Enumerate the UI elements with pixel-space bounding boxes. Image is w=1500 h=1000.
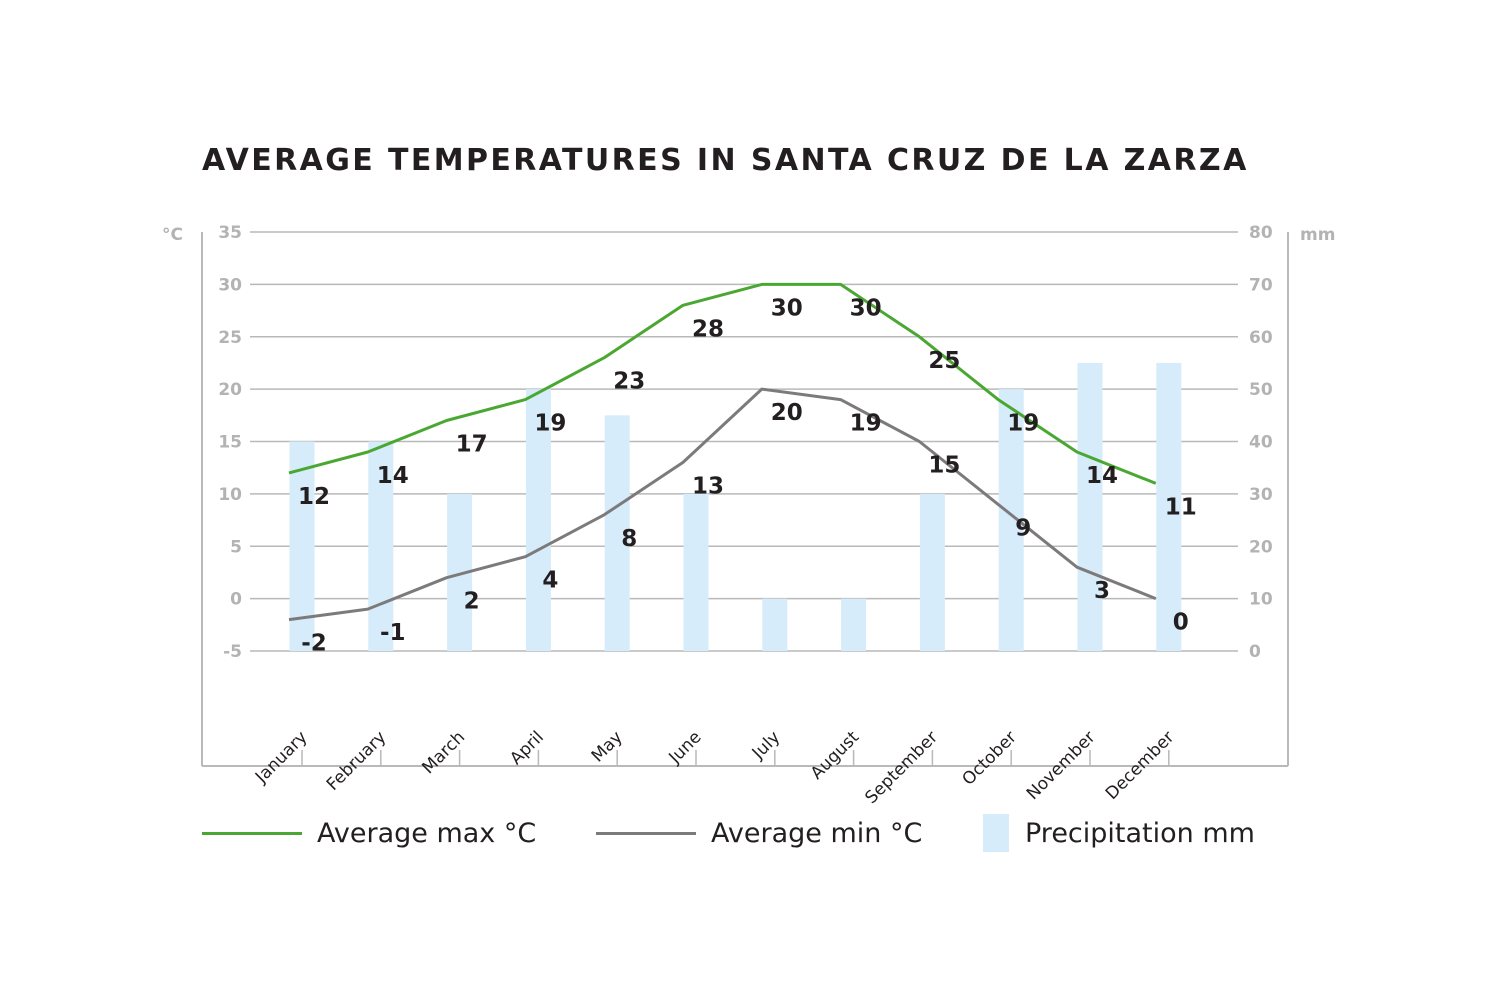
right-tick-label: 50 <box>1249 380 1273 400</box>
min-data-label: 13 <box>692 473 724 499</box>
legend-swatch-min <box>596 831 696 835</box>
x-tick-label: March <box>418 727 469 778</box>
precipitation-bar <box>841 598 867 651</box>
min-temperature-line <box>288 387 1157 622</box>
min-data-label: 8 <box>621 526 637 552</box>
max-data-label: 14 <box>1086 463 1118 489</box>
temperature-lines <box>288 282 1157 622</box>
precipitation-bar <box>919 493 945 651</box>
precipitation-bar <box>762 598 788 651</box>
min-data-label: -2 <box>301 631 327 657</box>
precipitation-bar <box>368 441 394 651</box>
right-tick-label: 30 <box>1249 485 1273 505</box>
left-tick-label: 35 <box>218 223 242 243</box>
min-data-label: 2 <box>464 589 480 615</box>
left-tick-label: 25 <box>218 328 242 348</box>
max-data-label: 14 <box>377 463 409 489</box>
right-tick-label: 40 <box>1249 433 1273 453</box>
left-tick-label: -5 <box>223 642 242 662</box>
legend-label-max: Average max °C <box>317 817 537 849</box>
min-data-label: -1 <box>380 620 406 646</box>
x-tick-label: April <box>506 727 548 769</box>
legend-label-min: Average min °C <box>711 817 923 849</box>
max-data-label: 30 <box>771 295 803 321</box>
precipitation-bar <box>1077 362 1103 651</box>
max-data-label: 19 <box>1007 411 1039 437</box>
right-tick-label: 80 <box>1249 223 1273 243</box>
left-tick-label: 15 <box>218 433 242 453</box>
x-tick-label: August <box>807 727 863 783</box>
right-tick-label: 10 <box>1249 590 1273 610</box>
right-tick-label: 20 <box>1249 537 1273 557</box>
left-tick-label: 0 <box>230 590 242 610</box>
left-axis-unit: °C <box>162 225 183 245</box>
min-data-label: 15 <box>928 453 960 479</box>
precipitation-bar <box>525 389 551 651</box>
left-tick-label: 30 <box>218 275 242 295</box>
max-data-label: 17 <box>456 432 488 458</box>
x-tick-label: May <box>588 727 627 766</box>
min-data-label: 4 <box>542 568 558 594</box>
chart-title: AVERAGE TEMPERATURES IN SANTA CRUZ DE LA… <box>202 143 1249 178</box>
max-temperature-line <box>288 282 1157 485</box>
max-data-label: 23 <box>613 369 645 395</box>
legend-swatch-max <box>202 831 302 835</box>
min-data-label: 3 <box>1094 578 1110 604</box>
precipitation-bar <box>683 493 709 651</box>
precipitation-bar <box>604 415 630 651</box>
right-tick-label: 60 <box>1249 328 1273 348</box>
right-tick-label: 0 <box>1249 642 1261 662</box>
max-data-label: 28 <box>692 316 724 342</box>
max-data-label: 19 <box>534 411 566 437</box>
gridlines <box>250 231 1238 652</box>
min-data-label: 20 <box>771 400 803 426</box>
right-tick-label: 70 <box>1249 275 1273 295</box>
x-tick-label: September <box>861 727 942 808</box>
legend-swatch-precip <box>983 814 1009 852</box>
max-data-label: 30 <box>850 295 882 321</box>
min-data-label: 9 <box>1015 515 1031 541</box>
right-axis-unit: mm <box>1300 225 1335 245</box>
precipitation-bars <box>289 362 1182 651</box>
min-data-label: 0 <box>1173 610 1189 636</box>
legend-item-precip: Precipitation mm <box>983 812 1255 854</box>
max-data-label: 25 <box>928 348 960 374</box>
legend-item-max: Average max °C <box>202 812 536 854</box>
legend-item-min: Average min °C <box>596 812 922 854</box>
left-tick-label: 10 <box>218 485 242 505</box>
x-tick-label: June <box>665 727 706 768</box>
max-data-label: 12 <box>298 484 330 510</box>
x-tick-label: July <box>748 727 784 763</box>
legend-label-precip: Precipitation mm <box>1025 817 1255 849</box>
precipitation-bar <box>1156 362 1182 651</box>
left-tick-label: 20 <box>218 380 242 400</box>
min-data-label: 19 <box>850 411 882 437</box>
left-tick-label: 5 <box>230 537 242 557</box>
max-data-label: 11 <box>1165 494 1197 520</box>
